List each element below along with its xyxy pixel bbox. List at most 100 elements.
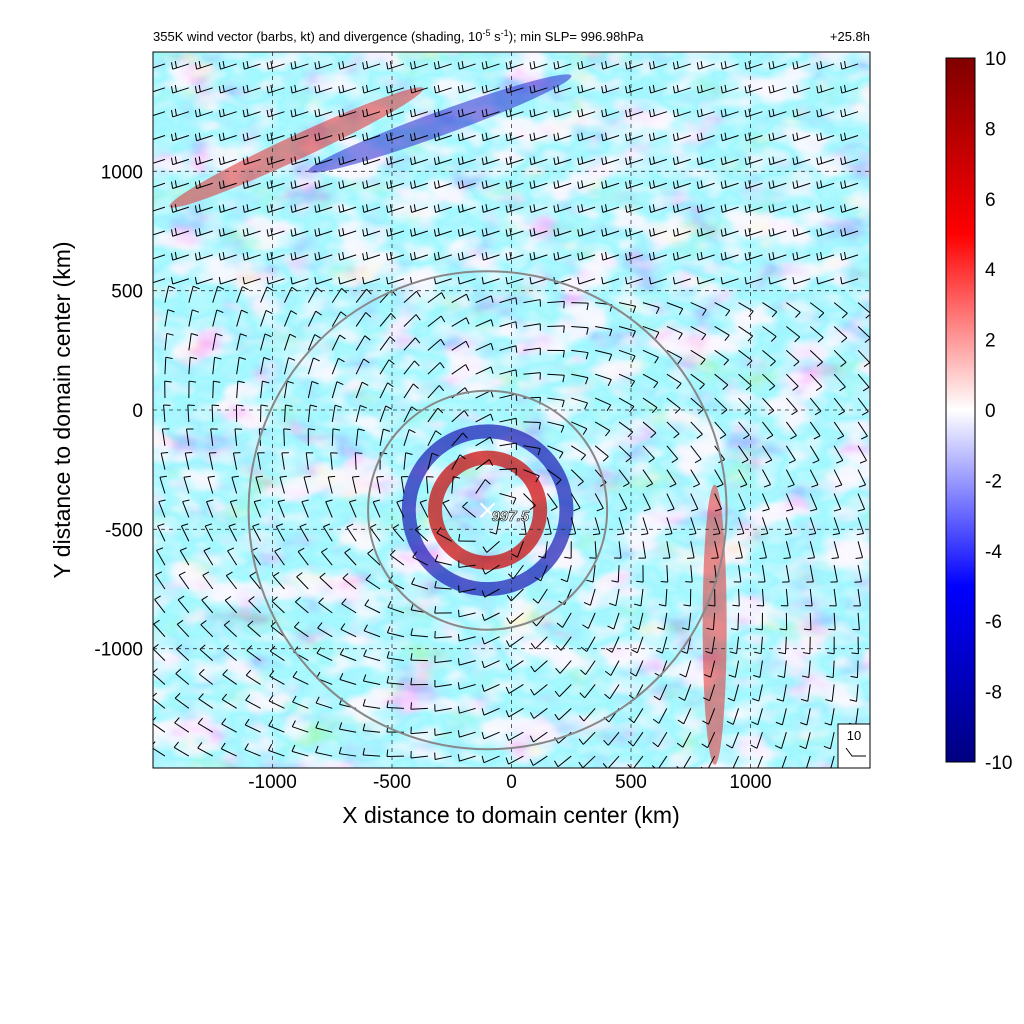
wind-barb-549 (589, 541, 597, 559)
wind-barb-639 (662, 541, 671, 559)
wind-barb-238 (314, 84, 333, 94)
colorbar-tick-label-4: 2 (985, 331, 996, 352)
wind-barb-607 (634, 588, 644, 607)
wind-barb-156 (271, 596, 285, 614)
wind-barb-64 (199, 644, 214, 661)
wind-barb-757 (756, 588, 765, 607)
wind-barb-809 (768, 60, 787, 70)
wind-barb-173 (266, 204, 285, 213)
wind-barb-433 (499, 442, 517, 450)
wind-barb-145 (242, 156, 261, 166)
wind-barb-442 (481, 228, 500, 237)
wind-barb-275 (363, 624, 381, 638)
wind-barb-869 (816, 60, 835, 70)
wind-barb-137 (260, 333, 272, 351)
wind-barb-182 (292, 695, 309, 709)
wind-barb-644 (666, 421, 680, 439)
wind-barb-736 (738, 373, 752, 391)
wind-barb-784 (777, 660, 787, 678)
wind-barb-622 (625, 228, 644, 237)
wind-barb-847 (829, 588, 837, 607)
wind-barb-215 (317, 622, 333, 638)
wind-barb-55 (170, 156, 190, 166)
wind-barb-342 (427, 452, 439, 470)
wind-barb-401 (475, 479, 491, 494)
wind-barb-712 (696, 228, 715, 237)
wind-barb-806 (768, 132, 787, 142)
wind-barb-521 (570, 493, 581, 512)
wind-barb-262 (338, 228, 357, 237)
wind-barb-166 (283, 357, 296, 375)
wind-barb-554 (594, 421, 611, 437)
wind-barb-694 (703, 660, 716, 678)
wind-barb-808 (768, 84, 787, 94)
wind-barb-139 (260, 286, 274, 303)
wind-barb-535 (553, 156, 572, 166)
wind-barb-253 (355, 428, 365, 446)
wind-barb-320 (386, 277, 405, 285)
wind-barb-450 (505, 755, 524, 765)
wind-barb-8 (156, 547, 166, 566)
wind-barb-721 (725, 732, 740, 749)
wind-barb-434 (499, 417, 518, 426)
wind-barb-79 (212, 285, 225, 303)
wind-barb-394 (457, 658, 476, 666)
wind-barb-801 (768, 251, 787, 261)
wind-barb-867 (816, 108, 835, 118)
wind-barb-20 (153, 278, 166, 284)
wind-barb-353 (409, 204, 429, 213)
wind-barb-540 (578, 755, 596, 768)
wind-barb-522 (570, 469, 584, 487)
wind-barb-665 (680, 636, 692, 654)
wind-barb-577 (609, 588, 620, 607)
wind-barb-203 (290, 204, 309, 213)
wind-barb-41 (183, 475, 191, 494)
wind-barb-588 (618, 325, 636, 338)
wind-barb-697 (707, 588, 716, 607)
wind-barb-823 (809, 445, 820, 464)
wind-barb-887 (857, 349, 870, 368)
wind-barb-447 (481, 108, 500, 118)
wind-barb-310 (396, 499, 405, 518)
wind-barb-245 (340, 623, 357, 638)
wind-barb-206 (290, 132, 309, 142)
wind-barb-448 (481, 84, 500, 94)
wind-barb-816 (803, 612, 812, 631)
wind-barb-636 (657, 612, 668, 631)
wind-barb-132 (257, 452, 265, 470)
wind-barb-841 (823, 732, 835, 750)
wind-barb-67 (202, 571, 214, 590)
wind-barb-746 (720, 132, 739, 142)
wind-barb-56 (170, 132, 190, 142)
wind-barb-889 (857, 302, 870, 319)
wind-barb-69 (204, 523, 214, 542)
wind-barb-202 (290, 228, 309, 237)
wind-barb-158 (274, 547, 285, 566)
wind-barb-177 (266, 108, 285, 118)
wind-barb-830 (792, 277, 811, 285)
wind-barb-556 (594, 373, 612, 387)
wind-barb-807 (768, 108, 787, 118)
wind-barb-441 (481, 251, 500, 261)
wind-barb-529 (571, 302, 589, 311)
divergence-feature-2 (428, 450, 548, 570)
x-tick-labels: -1000 -500 0 500 1000 (248, 772, 771, 793)
wind-barb-223 (331, 428, 340, 446)
wind-barb-11 (159, 475, 167, 494)
colorbar-tick-label-5: 0 (985, 401, 996, 422)
wind-barb-862 (816, 228, 835, 237)
wind-barb-386 (433, 132, 452, 142)
wind-barb-60 (197, 742, 213, 757)
wind-barb-462 (523, 469, 540, 483)
wind-barb-500 (529, 277, 548, 285)
wind-barb-683 (672, 204, 691, 213)
wind-barb-582 (618, 469, 630, 488)
wind-barb-542 (578, 708, 596, 722)
wind-barb-701 (714, 493, 723, 512)
wind-barb-749 (720, 60, 739, 70)
x-tick-label-4: 1000 (729, 772, 771, 793)
wind-barb-382 (433, 228, 452, 237)
wind-barb-597 (601, 108, 620, 118)
wind-barb-837 (792, 108, 811, 118)
wind-barb-398 (458, 560, 476, 568)
